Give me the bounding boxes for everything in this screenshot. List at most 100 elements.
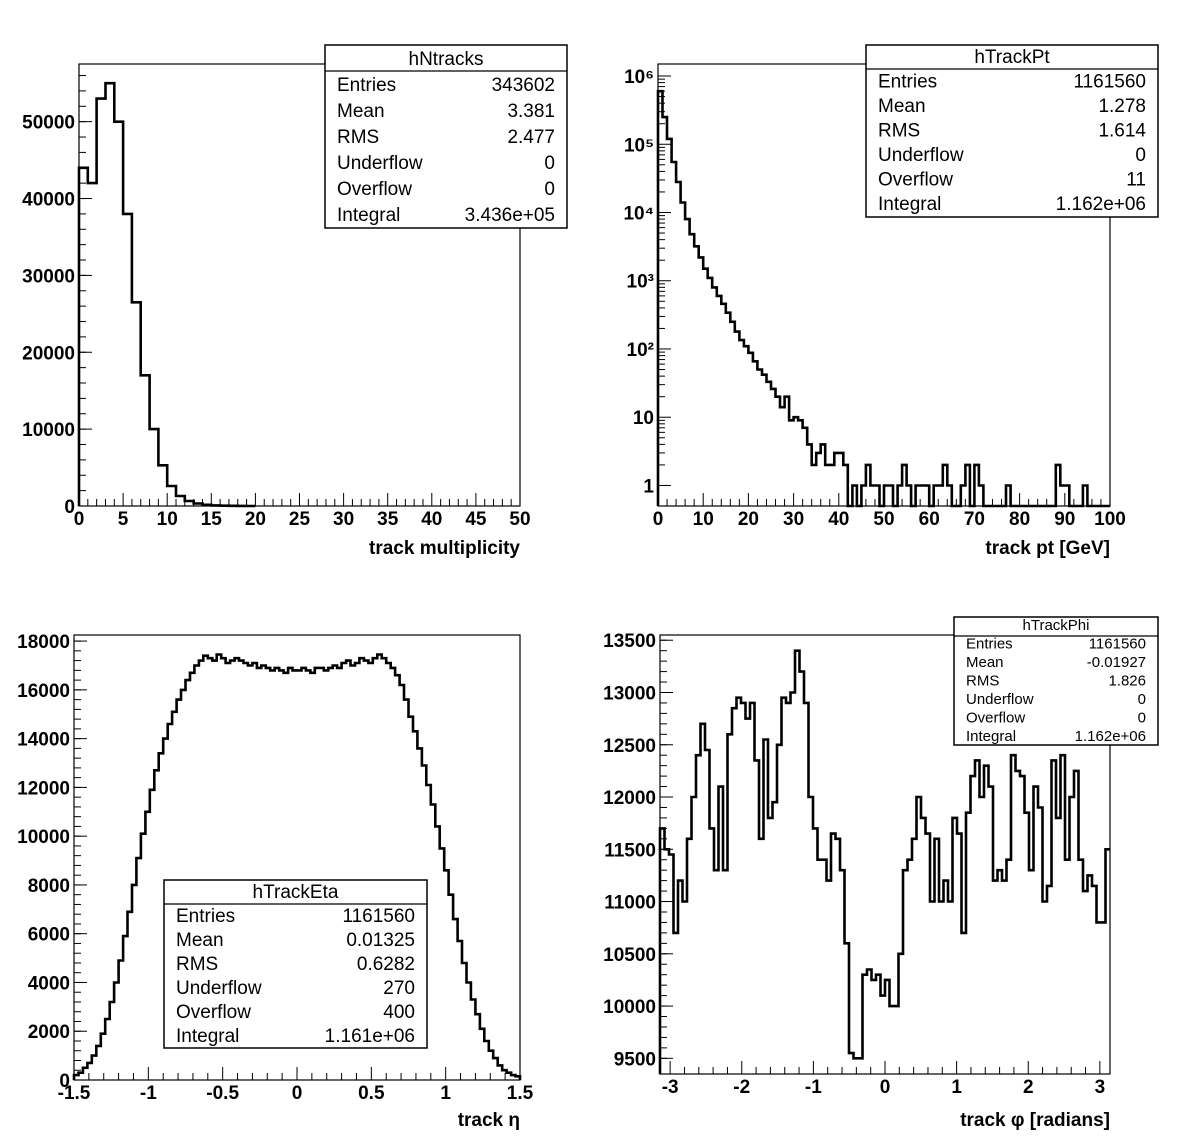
stats-box: hNtracks Entries 343602 Mean 3.381 RMS 2.477 Un… [324, 44, 568, 229]
stats-row-value: 270 [383, 978, 415, 999]
y-tick-label: 1 [643, 476, 654, 497]
x-tick-label: -2 [733, 1077, 750, 1098]
stats-row-value: 0.01325 [346, 930, 415, 951]
y-tick-label: 12500 [603, 736, 656, 757]
stats-row-value: -0.01927 [1087, 654, 1146, 671]
stats-row-label: Mean [337, 101, 385, 122]
x-axis-title: track multiplicity [369, 538, 520, 559]
stats-box: hTrackPhi Entries 1161560 Mean -0.01927 RMS 1.… [953, 616, 1159, 746]
stats-row-value: 1161560 [1089, 636, 1146, 653]
stats-row-label: Entries [966, 636, 1013, 653]
x-tick-label: 2 [1023, 1077, 1034, 1098]
x-tick-label: 1 [440, 1083, 451, 1104]
y-tick-label: 11000 [604, 893, 656, 914]
stats-title: hNtracks [409, 49, 484, 70]
stats-row-label: Underflow [966, 691, 1034, 708]
stats-row-label: Integral [966, 728, 1016, 745]
stats-box-frame [324, 44, 568, 229]
x-tick-label: 1 [951, 1077, 962, 1098]
y-tick-label: 18000 [17, 632, 70, 653]
stats-row-label: Mean [966, 654, 1004, 671]
stats-row-value: 11 [1126, 170, 1146, 191]
y-tick-label: 10000 [17, 827, 70, 848]
histogram-panel-3: -1.5 -1 -0.5 0 0.5 1 1.5 0 2000 4000 6000 8000 10000… [17, 632, 533, 1131]
y-tick-label: 0 [59, 1071, 70, 1092]
stats-box: hTrackEta Entries 1161560 Mean 0.01325 RMS 0.6… [163, 879, 428, 1049]
y-tick-label: 10² [627, 340, 654, 361]
x-tick-label: 0 [74, 509, 85, 530]
stats-row-value: 2.477 [507, 127, 555, 148]
x-tick-label: 45 [465, 509, 487, 530]
stats-title: hTrackPhi [1023, 617, 1090, 634]
histogram-panel-2: 0 10 20 30 40 50 60 70 80 90 10011010²10³10⁴10⁵10⁶… [623, 44, 1159, 559]
stats-row-value: 0 [1138, 710, 1146, 727]
y-tick-label: 9500 [614, 1049, 656, 1070]
stats-row-label: Overflow [966, 710, 1025, 727]
stats-box: hTrackPt Entries 1161560 Mean 1.278 RMS 1.614 U… [865, 44, 1159, 218]
stats-box-frame [865, 44, 1159, 218]
stats-row-label: Overflow [337, 179, 412, 200]
x-tick-label: -1 [805, 1077, 822, 1098]
x-tick-label: 40 [828, 509, 849, 530]
y-tick-label: 4000 [28, 973, 70, 994]
x-tick-label: 3 [1095, 1077, 1106, 1098]
y-tick-label: 12000 [17, 778, 70, 799]
y-tick-label: 0 [64, 497, 75, 518]
stats-row-value: 1161560 [342, 906, 415, 927]
y-tick-label: 30000 [22, 266, 75, 287]
x-tick-label: 80 [1009, 509, 1030, 530]
x-tick-label: 10 [157, 509, 178, 530]
x-tick-label: 40 [421, 509, 442, 530]
stats-box-frame [163, 879, 428, 1049]
stats-row-value: 3.381 [507, 101, 555, 122]
stats-row-value: 343602 [492, 75, 555, 96]
x-tick-label: 30 [333, 509, 354, 530]
y-tick-label: 14000 [17, 730, 70, 751]
y-tick-label: 16000 [17, 681, 70, 702]
y-tick-label: 50000 [22, 113, 75, 134]
x-tick-label: 1.5 [507, 1083, 534, 1104]
stats-box-frame [953, 616, 1159, 746]
stats-row-value: 0 [1135, 145, 1146, 166]
x-axis-title: track η [458, 1110, 520, 1131]
stats-row-value: 1.162e+06 [1056, 194, 1146, 215]
stats-row-label: RMS [176, 954, 218, 975]
stats-row-label: Integral [878, 194, 941, 215]
x-tick-label: 70 [964, 509, 985, 530]
stats-row-value: 1161560 [1073, 72, 1146, 93]
y-tick-label: 20000 [22, 343, 75, 364]
x-tick-label: 50 [873, 509, 894, 530]
x-tick-label: 90 [1054, 509, 1075, 530]
stats-row-label: Mean [878, 96, 926, 117]
stats-row-value: 0 [1138, 691, 1146, 708]
x-axis-title: track pt [GeV] [985, 538, 1110, 559]
histogram-line [656, 89, 1110, 508]
y-tick-label: 6000 [28, 925, 70, 946]
stats-row-label: Entries [176, 906, 235, 927]
stats-title: hTrackEta [253, 882, 339, 903]
histogram-line [72, 653, 522, 1080]
y-tick-label: 2000 [28, 1022, 70, 1043]
stats-row-label: Overflow [878, 170, 953, 191]
stats-row-label: RMS [337, 127, 379, 148]
x-tick-label: 0 [880, 1077, 891, 1098]
stats-row-label: Underflow [337, 153, 423, 174]
stats-row-value: 0.6282 [357, 954, 415, 975]
x-tick-label: -1 [140, 1083, 157, 1104]
x-tick-label: 35 [377, 509, 399, 530]
x-tick-label: 25 [289, 509, 311, 530]
x-tick-label: -1.5 [58, 1083, 91, 1104]
stats-row-value: 0 [544, 179, 555, 200]
x-tick-label: 20 [738, 509, 759, 530]
y-tick-label: 12000 [603, 788, 656, 809]
stats-row-value: 3.436e+05 [465, 205, 555, 226]
x-tick-label: 10 [693, 509, 714, 530]
stats-row-label: Underflow [878, 145, 964, 166]
y-tick-label: 11500 [604, 840, 656, 861]
x-tick-label: 50 [509, 509, 530, 530]
stats-row-label: Overflow [176, 1002, 251, 1023]
stats-row-label: Entries [337, 75, 396, 96]
x-tick-label: 15 [201, 509, 223, 530]
stats-row-label: Mean [176, 930, 224, 951]
